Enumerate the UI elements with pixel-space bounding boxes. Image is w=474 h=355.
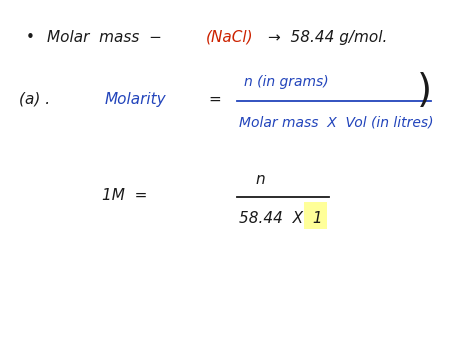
Text: (a) .: (a) . bbox=[19, 92, 50, 107]
Text: =: = bbox=[209, 92, 221, 107]
Text: ): ) bbox=[417, 71, 432, 110]
Bar bbox=[304, 202, 327, 229]
Text: n (in grams): n (in grams) bbox=[244, 75, 329, 89]
Text: 1M  =: 1M = bbox=[102, 188, 147, 203]
Text: (NaCl): (NaCl) bbox=[206, 30, 254, 45]
Text: Molar  mass  −: Molar mass − bbox=[47, 30, 162, 45]
Text: Molar mass  X  Vol (in litres): Molar mass X Vol (in litres) bbox=[239, 115, 434, 130]
Text: n: n bbox=[256, 172, 265, 187]
Text: →  58.44 g/mol.: → 58.44 g/mol. bbox=[268, 30, 387, 45]
Text: •: • bbox=[26, 30, 35, 45]
Text: Molarity: Molarity bbox=[104, 92, 166, 107]
Text: 58.44  X  1: 58.44 X 1 bbox=[239, 211, 323, 226]
